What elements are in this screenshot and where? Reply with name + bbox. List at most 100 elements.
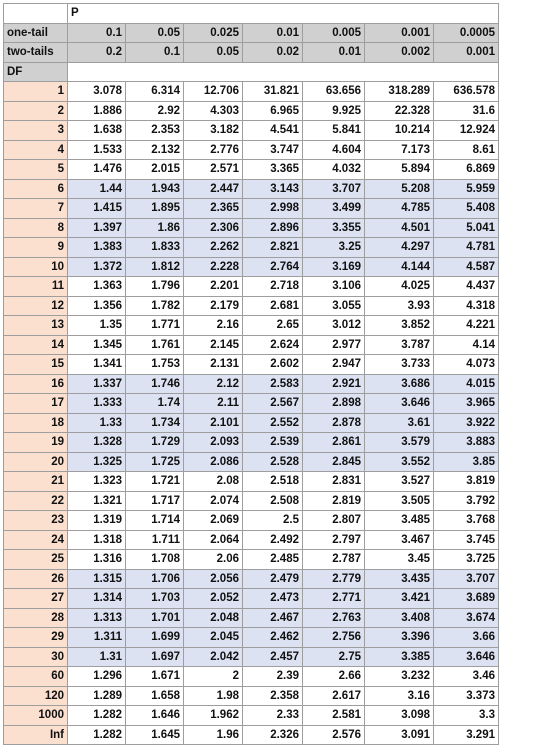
critical-value-cell[interactable]: 2.5 — [242, 510, 303, 531]
critical-value-cell[interactable]: 1.711 — [125, 529, 184, 550]
critical-value-cell[interactable]: 3.396 — [364, 627, 434, 648]
critical-value-cell[interactable]: 5.041 — [433, 217, 499, 238]
critical-value-cell[interactable]: 5.408 — [433, 198, 499, 219]
critical-value-cell[interactable]: 1.282 — [67, 724, 126, 745]
critical-value-cell[interactable]: 2 — [183, 666, 243, 687]
critical-value-cell[interactable]: 2.045 — [183, 627, 243, 648]
critical-value-cell[interactable]: 2.479 — [242, 568, 303, 589]
critical-value-cell[interactable]: 3.792 — [433, 490, 499, 511]
critical-value-cell[interactable]: 2.763 — [302, 607, 365, 628]
critical-value-cell[interactable]: 1.701 — [125, 607, 184, 628]
critical-value-cell[interactable]: 3.385 — [364, 646, 434, 667]
critical-value-cell[interactable]: 3.66 — [433, 627, 499, 648]
one-tail-value[interactable]: 0.001 — [364, 22, 434, 43]
critical-value-cell[interactable]: 3.365 — [242, 159, 303, 180]
critical-value-cell[interactable]: 3.707 — [302, 178, 365, 199]
critical-value-cell[interactable]: 2.878 — [302, 412, 365, 433]
critical-value-cell[interactable]: 2.042 — [183, 646, 243, 667]
critical-value-cell[interactable]: 1.383 — [67, 237, 126, 258]
critical-value-cell[interactable]: 3.852 — [364, 315, 434, 336]
critical-value-cell[interactable]: 2.92 — [125, 100, 184, 121]
critical-value-cell[interactable]: 1.311 — [67, 627, 126, 648]
two-tails-value[interactable]: 0.02 — [242, 42, 303, 63]
critical-value-cell[interactable]: 3.819 — [433, 471, 499, 492]
critical-value-cell[interactable]: 1.734 — [125, 412, 184, 433]
one-tail-value[interactable]: 0.05 — [125, 22, 184, 43]
df-cell[interactable]: 19 — [3, 432, 68, 453]
critical-value-cell[interactable]: 1.717 — [125, 490, 184, 511]
critical-value-cell[interactable]: 1.943 — [125, 178, 184, 199]
critical-value-cell[interactable]: 2.015 — [125, 159, 184, 180]
critical-value-cell[interactable]: 5.841 — [302, 120, 365, 141]
critical-value-cell[interactable]: 1.296 — [67, 666, 126, 687]
critical-value-cell[interactable]: 1.323 — [67, 471, 126, 492]
critical-value-cell[interactable]: 4.781 — [433, 237, 499, 258]
critical-value-cell[interactable]: 2.132 — [125, 139, 184, 160]
critical-value-cell[interactable]: 1.313 — [67, 607, 126, 628]
critical-value-cell[interactable]: 1.771 — [125, 315, 184, 336]
critical-value-cell[interactable]: 3.012 — [302, 315, 365, 336]
critical-value-cell[interactable]: 1.316 — [67, 549, 126, 570]
critical-value-cell[interactable]: 2.977 — [302, 334, 365, 355]
critical-value-cell[interactable]: 1.341 — [67, 354, 126, 375]
critical-value-cell[interactable]: 31.821 — [242, 81, 303, 102]
critical-value-cell[interactable]: 2.576 — [302, 724, 365, 745]
df-cell[interactable]: 16 — [3, 373, 68, 394]
critical-value-cell[interactable]: 3.552 — [364, 451, 434, 472]
critical-value-cell[interactable]: 2.831 — [302, 471, 365, 492]
critical-value-cell[interactable]: 2.228 — [183, 256, 243, 277]
critical-value-cell[interactable]: 3.25 — [302, 237, 365, 258]
df-cell[interactable]: 9 — [3, 237, 68, 258]
critical-value-cell[interactable]: 1.315 — [67, 568, 126, 589]
critical-value-cell[interactable]: 1.645 — [125, 724, 184, 745]
critical-value-cell[interactable]: 3.646 — [433, 646, 499, 667]
critical-value-cell[interactable]: 6.965 — [242, 100, 303, 121]
critical-value-cell[interactable]: 2.821 — [242, 237, 303, 258]
critical-value-cell[interactable]: 4.073 — [433, 354, 499, 375]
critical-value-cell[interactable]: 2.898 — [302, 393, 365, 414]
critical-value-cell[interactable]: 1.289 — [67, 685, 126, 706]
critical-value-cell[interactable]: 1.533 — [67, 139, 126, 160]
critical-value-cell[interactable]: 1.658 — [125, 685, 184, 706]
critical-value-cell[interactable]: 3.3 — [433, 705, 499, 726]
two-tails-value[interactable]: 0.001 — [433, 42, 499, 63]
critical-value-cell[interactable]: 4.144 — [364, 256, 434, 277]
df-cell[interactable]: 7 — [3, 198, 68, 219]
df-cell[interactable]: 12 — [3, 295, 68, 316]
critical-value-cell[interactable]: 2.583 — [242, 373, 303, 394]
critical-value-cell[interactable]: 3.098 — [364, 705, 434, 726]
critical-value-cell[interactable]: 2.624 — [242, 334, 303, 355]
critical-value-cell[interactable]: 2.552 — [242, 412, 303, 433]
one-tail-value[interactable]: 0.0005 — [433, 22, 499, 43]
critical-value-cell[interactable]: 1.363 — [67, 276, 126, 297]
critical-value-cell[interactable]: 3.733 — [364, 354, 434, 375]
two-tails-value[interactable]: 0.01 — [302, 42, 365, 63]
critical-value-cell[interactable]: 2.807 — [302, 510, 365, 531]
critical-value-cell[interactable]: 2.776 — [183, 139, 243, 160]
one-tail-value[interactable]: 0.005 — [302, 22, 365, 43]
critical-value-cell[interactable]: 2.518 — [242, 471, 303, 492]
critical-value-cell[interactable]: 1.33 — [67, 412, 126, 433]
critical-value-cell[interactable]: 4.785 — [364, 198, 434, 219]
df-cell[interactable]: 1 — [3, 81, 68, 102]
critical-value-cell[interactable]: 1.638 — [67, 120, 126, 141]
critical-value-cell[interactable]: 2.998 — [242, 198, 303, 219]
critical-value-cell[interactable]: 1.833 — [125, 237, 184, 258]
critical-value-cell[interactable]: 63.656 — [302, 81, 365, 102]
critical-value-cell[interactable]: 2.571 — [183, 159, 243, 180]
critical-value-cell[interactable]: 1.714 — [125, 510, 184, 531]
critical-value-cell[interactable]: 2.306 — [183, 217, 243, 238]
critical-value-cell[interactable]: 2.326 — [242, 724, 303, 745]
critical-value-cell[interactable]: 2.131 — [183, 354, 243, 375]
critical-value-cell[interactable]: 3.883 — [433, 432, 499, 453]
critical-value-cell[interactable]: 1.708 — [125, 549, 184, 570]
df-cell[interactable]: 120 — [3, 685, 68, 706]
df-cell[interactable]: 28 — [3, 607, 68, 628]
one-tail-value[interactable]: 0.1 — [67, 22, 126, 43]
critical-value-cell[interactable]: 3.747 — [242, 139, 303, 160]
df-cell[interactable]: 29 — [3, 627, 68, 648]
critical-value-cell[interactable]: 2.681 — [242, 295, 303, 316]
df-cell[interactable]: 10 — [3, 256, 68, 277]
critical-value-cell[interactable]: 3.408 — [364, 607, 434, 628]
critical-value-cell[interactable]: 1.86 — [125, 217, 184, 238]
